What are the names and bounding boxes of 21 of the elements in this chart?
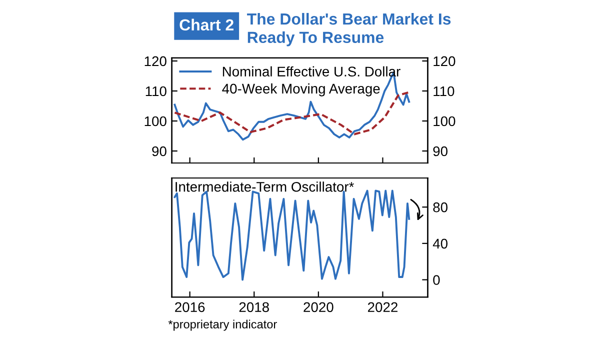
chart-title: Intermediate-Term Oscillator* (176, 182, 354, 192)
y-tick-label: 120 (144, 56, 166, 66)
y2-tick-label: 110 (434, 86, 454, 96)
y2-tick-label: 90 (433, 146, 448, 156)
y2-tick-label: 80 (433, 202, 448, 212)
caption: Chart 2 (180, 18, 234, 31)
x-tick-label: 2022 (368, 302, 398, 312)
legend-label: Nominal Effective U.S. Dollar (222, 66, 400, 77)
chart-title: The Dollar's Bear Market Is Ready To Resume (247, 12, 451, 46)
y-tick-label: 110 (146, 86, 166, 96)
x-tick-label: 2018 (239, 302, 269, 312)
x-tick-label: 2016 (175, 302, 205, 312)
y-tick-label: 90 (152, 146, 166, 156)
text: *proprietary indicator (168, 320, 277, 331)
y2-tick-label: 40 (432, 238, 448, 249)
legend-label: 40-Week Moving Average (222, 83, 380, 96)
x-tick-label: 2020 (304, 302, 334, 312)
y2-tick-label: 0 (433, 275, 440, 285)
y-tick-label: 100 (144, 116, 166, 126)
y2-tick-label: 100 (434, 116, 456, 126)
y2-tick-label: 120 (434, 56, 456, 66)
